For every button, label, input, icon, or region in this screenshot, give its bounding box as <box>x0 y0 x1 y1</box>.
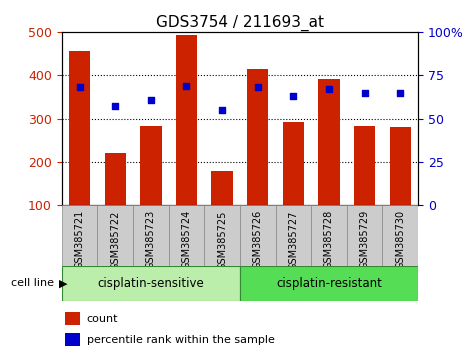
Point <box>361 90 369 96</box>
Point <box>182 83 190 88</box>
Text: GSM385728: GSM385728 <box>324 210 334 269</box>
Point <box>396 90 404 96</box>
FancyBboxPatch shape <box>169 205 204 266</box>
Text: cisplatin-resistant: cisplatin-resistant <box>276 277 382 290</box>
FancyBboxPatch shape <box>240 205 276 266</box>
Bar <box>104 153 126 205</box>
FancyBboxPatch shape <box>62 266 240 301</box>
Text: GSM385729: GSM385729 <box>360 210 370 269</box>
Text: GSM385722: GSM385722 <box>110 210 120 269</box>
Bar <box>390 127 411 205</box>
Text: GSM385724: GSM385724 <box>181 210 191 269</box>
Point <box>289 93 297 99</box>
Text: count: count <box>86 314 118 324</box>
Point <box>147 97 155 102</box>
Text: GSM385727: GSM385727 <box>288 210 298 269</box>
FancyBboxPatch shape <box>382 205 418 266</box>
Text: percentile rank within the sample: percentile rank within the sample <box>86 335 275 345</box>
FancyBboxPatch shape <box>311 205 347 266</box>
FancyBboxPatch shape <box>276 205 311 266</box>
Text: cisplatin-sensitive: cisplatin-sensitive <box>97 277 204 290</box>
FancyBboxPatch shape <box>62 205 97 266</box>
Bar <box>69 51 90 205</box>
FancyBboxPatch shape <box>133 205 169 266</box>
Title: GDS3754 / 211693_at: GDS3754 / 211693_at <box>156 14 324 30</box>
FancyBboxPatch shape <box>97 205 133 266</box>
Bar <box>318 79 340 205</box>
Bar <box>140 126 162 205</box>
Text: GSM385725: GSM385725 <box>217 210 227 269</box>
Point <box>254 85 261 90</box>
Text: cell line: cell line <box>10 278 57 288</box>
Point <box>76 85 84 90</box>
Point <box>218 107 226 113</box>
Text: GSM385730: GSM385730 <box>395 210 405 269</box>
Bar <box>247 69 268 205</box>
Bar <box>354 126 375 205</box>
Bar <box>211 171 233 205</box>
Bar <box>283 122 304 205</box>
Point <box>111 104 119 109</box>
FancyBboxPatch shape <box>204 205 240 266</box>
Bar <box>176 35 197 205</box>
Text: ▶: ▶ <box>59 278 68 288</box>
Text: GSM385726: GSM385726 <box>253 210 263 269</box>
Bar <box>65 333 80 346</box>
Point <box>325 86 332 92</box>
Bar <box>65 312 80 325</box>
Text: GSM385721: GSM385721 <box>75 210 85 269</box>
FancyBboxPatch shape <box>347 205 382 266</box>
FancyBboxPatch shape <box>240 266 418 301</box>
Text: GSM385723: GSM385723 <box>146 210 156 269</box>
